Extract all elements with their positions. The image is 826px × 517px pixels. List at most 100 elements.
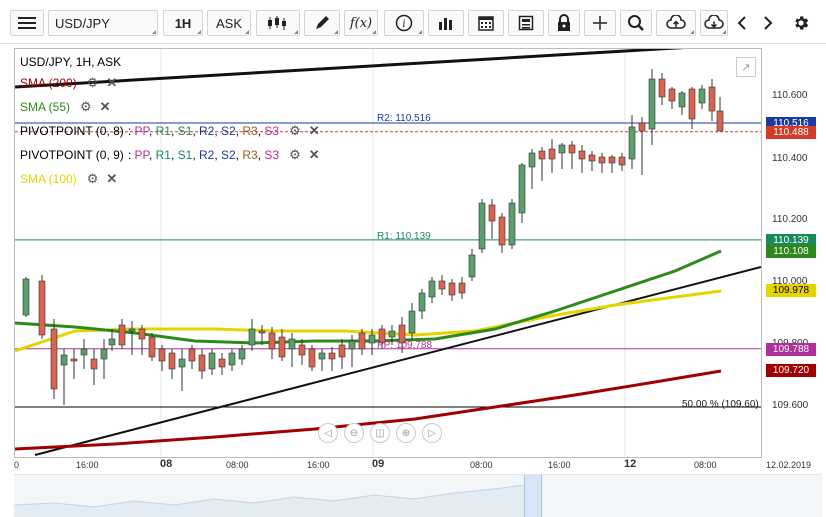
candle-body	[128, 328, 136, 332]
indicator-settings-icon[interactable]: ⚙	[289, 147, 301, 162]
pivot-legend-part: ,	[148, 124, 156, 138]
legend-label: PIVOTPOINT (0, 9)	[20, 148, 124, 162]
price-chart[interactable]	[15, 49, 761, 457]
candle-body	[118, 324, 126, 346]
candle-body	[388, 330, 396, 338]
candle-body	[438, 280, 446, 290]
time-axis[interactable]: 0 16:00 08 08:00 16:00 09 08:00 16:00 12 08:00 12.…	[14, 458, 820, 472]
lock-button[interactable]	[548, 10, 580, 36]
indicator-settings-icon[interactable]: ⚙	[80, 99, 92, 114]
legend-label: SMA (55)	[20, 100, 71, 114]
zoom-in-icon[interactable]: ⊕	[396, 423, 416, 443]
indicator-settings-icon[interactable]: ⚙	[86, 171, 99, 186]
candle-body	[90, 358, 98, 370]
chart-plot-area[interactable]: USD/JPY, 1H, ASK SMA (200) ⚙ ✕ SMA (55) ⚙ ✕ PI…	[14, 48, 762, 458]
settings-button[interactable]	[788, 10, 814, 36]
candle-body	[318, 352, 326, 360]
pivot-legend-part: :	[127, 148, 135, 162]
timeframe-value: 1H	[174, 15, 192, 31]
navigator[interactable]	[14, 474, 822, 517]
candle-body	[288, 338, 296, 350]
menu-button[interactable]	[10, 10, 44, 36]
zoom-out-icon[interactable]: ⊖	[344, 423, 364, 443]
chart-type-button[interactable]	[256, 10, 300, 36]
upload-button[interactable]	[656, 10, 696, 36]
legend-item[interactable]: PIVOTPOINT (0, 9): PP, R1, S1, R2, S2, R…	[20, 147, 320, 163]
fit-icon[interactable]: ◫	[370, 423, 390, 443]
chart-title: USD/JPY, 1H, ASK	[20, 55, 122, 69]
sma200-line	[15, 369, 722, 451]
candle-body	[708, 86, 716, 112]
download-button[interactable]	[700, 10, 728, 36]
news-button[interactable]	[508, 10, 544, 36]
price-type-select[interactable]: ASK	[207, 10, 251, 36]
calendar-button[interactable]	[468, 10, 504, 36]
candle-body	[268, 332, 276, 350]
candle-body	[668, 88, 676, 102]
hamburger-icon	[18, 17, 36, 29]
indicator-settings-icon[interactable]: ⚙	[289, 123, 301, 138]
r2-label: R2: 110.516	[377, 113, 431, 124]
x-tick-label: 16:00	[548, 460, 571, 470]
chevron-right-icon	[764, 16, 773, 30]
remove-indicator-icon[interactable]: ✕	[106, 171, 118, 186]
x-tick-label: 0	[14, 460, 20, 470]
zoom-icon	[628, 15, 644, 31]
pivot-legend-part: S3	[264, 148, 280, 162]
next-button[interactable]	[756, 10, 780, 36]
timeframe-select[interactable]: 1H	[163, 10, 203, 36]
remove-indicator-icon[interactable]: ✕	[106, 75, 118, 90]
upper-trendline	[15, 49, 685, 89]
pivot-legend-part: ,	[214, 124, 222, 138]
candle-body	[328, 352, 336, 360]
pencil-icon	[316, 16, 329, 29]
prev-button[interactable]	[730, 10, 754, 36]
price-axis[interactable]: 110.600 110.400 110.200 110.000 109.800 …	[762, 48, 820, 458]
remove-indicator-icon[interactable]: ✕	[308, 147, 320, 162]
candle-body	[248, 328, 256, 346]
indicator-settings-icon[interactable]: ⚙	[86, 75, 99, 90]
zoom-button[interactable]	[620, 10, 652, 36]
candle-body	[588, 154, 596, 162]
legend-item[interactable]: PIVOTPOINT (0, 8): PP, R1, S1, R2, S2, R…	[20, 123, 320, 139]
candle-body	[218, 358, 226, 368]
indicator-button[interactable]: f(x)	[344, 10, 378, 36]
info-button[interactable]: i	[384, 10, 424, 36]
remove-indicator-icon[interactable]: ✕	[308, 123, 320, 138]
candle-body	[558, 144, 566, 154]
candle-body	[628, 126, 636, 160]
candle-body	[148, 336, 156, 358]
candle-body	[618, 156, 626, 166]
info-icon: i	[395, 14, 413, 32]
pivot-legend-part: S2	[221, 148, 236, 162]
remove-indicator-icon[interactable]: ✕	[99, 99, 111, 114]
zoom-controls: ◁ ⊖ ◫ ⊕ ▷	[318, 423, 442, 443]
legend-item[interactable]: SMA (55) ⚙ ✕	[20, 99, 111, 115]
candle-body	[528, 152, 536, 168]
symbol-select[interactable]: USD/JPY	[48, 10, 158, 36]
x-tick-label: 16:00	[76, 460, 99, 470]
candle-body	[428, 280, 436, 298]
scroll-right-icon[interactable]: ▷	[422, 423, 442, 443]
lock-icon	[558, 14, 570, 31]
candle-body	[228, 352, 236, 366]
legend-item[interactable]: SMA (100) ⚙ ✕	[20, 171, 117, 187]
pivot-legend-part: R3	[242, 124, 258, 138]
candle-body	[648, 78, 656, 130]
pivot-legend-part: R2	[199, 124, 215, 138]
scroll-left-icon[interactable]: ◁	[318, 423, 338, 443]
legend-item[interactable]: SMA (200) ⚙ ✕	[20, 75, 117, 91]
candlestick-icon	[268, 16, 286, 30]
x-tick-label: 08:00	[470, 460, 493, 470]
candle-body	[338, 344, 346, 358]
navigator-window[interactable]	[524, 475, 542, 517]
pivot-legend-part: ,	[192, 124, 199, 138]
price-tag-pp: 109.788	[766, 343, 816, 356]
pp-label: PP: 109.788	[377, 340, 433, 351]
expand-icon[interactable]: ↗	[736, 57, 756, 77]
candle-body	[408, 310, 416, 334]
draw-tool-button[interactable]	[304, 10, 340, 36]
candle-body	[60, 354, 68, 366]
crosshair-button[interactable]	[584, 10, 616, 36]
bar-chart-button[interactable]	[428, 10, 464, 36]
